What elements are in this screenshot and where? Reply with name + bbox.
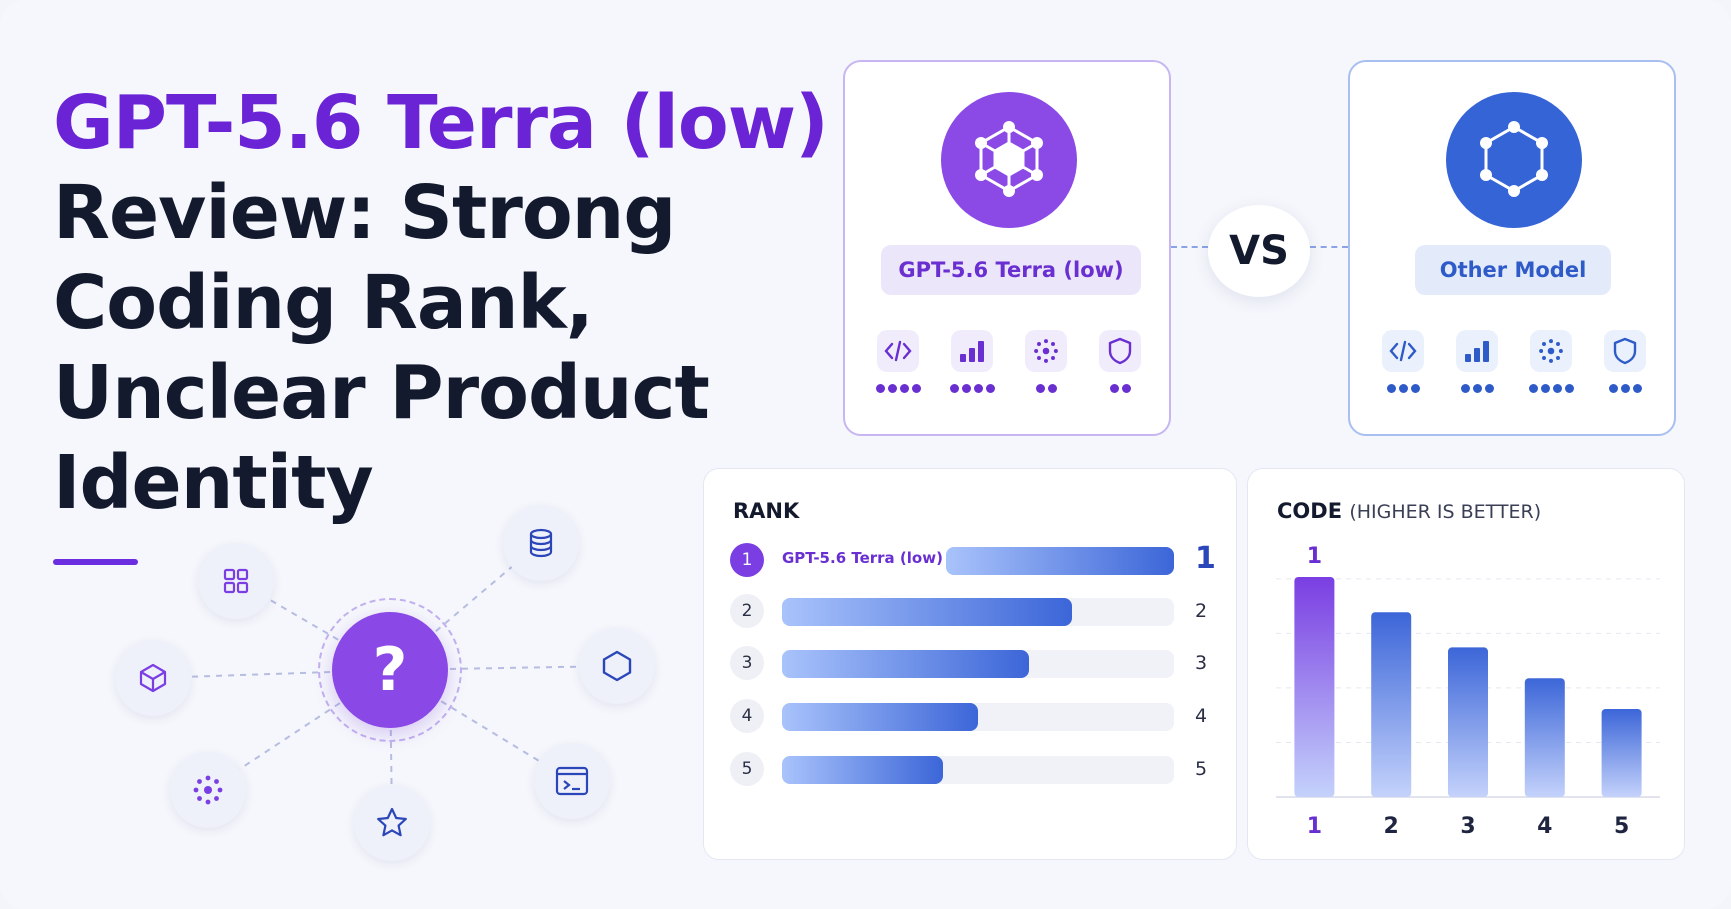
terminal-icon — [534, 743, 610, 819]
bar-top-label: 1 — [1307, 544, 1322, 569]
headline: GPT-5.6 Terra (low) Review: Strong Codin… — [53, 78, 833, 528]
headline-line-2: Coding Rank, — [53, 260, 594, 346]
code-chart-panel: CODE (HIGHER IS BETTER) 1 1 2 3 4 5 — [1247, 468, 1685, 860]
hub-connectors — [152, 542, 617, 821]
headline-model-name: GPT-5.6 Terra (low) — [53, 80, 829, 166]
code-bar — [1524, 678, 1565, 797]
headline-line-4: Identity — [53, 440, 374, 526]
code-bar — [1601, 709, 1642, 797]
vs-badge: VS — [1208, 205, 1310, 297]
network-icon — [1025, 330, 1067, 372]
rank-bar — [782, 650, 1029, 678]
rank-position: 5 — [730, 752, 764, 786]
model-network-icon — [1446, 92, 1582, 228]
code-chart-title-group: CODE (HIGHER IS BETTER) — [1277, 499, 1541, 523]
x-tick-label: 3 — [1460, 814, 1475, 839]
code-bar-chart: 1 1 2 3 4 5 — [1276, 544, 1660, 839]
rank-position: 4 — [730, 699, 764, 733]
metric-network — [1015, 330, 1077, 393]
cube-icon — [115, 640, 191, 716]
rank-panel: RANK 1 GPT-5.6 Terra (low) 1 2 2 3 3 4 4 5 5 — [703, 468, 1237, 860]
metric-safety — [1089, 330, 1151, 393]
model-metrics — [1372, 330, 1656, 393]
metric-dots — [1035, 384, 1057, 393]
network-icon — [170, 752, 246, 828]
rank-panel-title: RANK — [733, 499, 800, 523]
rank-position: 3 — [730, 646, 764, 680]
bar-chart-icon — [951, 330, 993, 372]
vs-connector-right — [1310, 246, 1348, 248]
rank-bar-track — [946, 547, 1174, 575]
database-icon — [503, 505, 579, 581]
x-tick-label: 1 — [1307, 814, 1322, 839]
hub-center-ring — [318, 598, 462, 742]
rank-bar-track — [782, 598, 1174, 626]
code-bar — [1294, 577, 1335, 797]
code-bar — [1448, 647, 1488, 797]
shield-icon — [1604, 330, 1646, 372]
rank-bar — [946, 547, 1174, 575]
rank-bar-track — [782, 756, 1174, 784]
rank-bar-track — [782, 650, 1174, 678]
x-tick-label: 2 — [1384, 814, 1399, 839]
rank-bar-track — [782, 703, 1174, 731]
metric-network — [1520, 330, 1582, 393]
bar-chart-icon — [1456, 330, 1498, 372]
metric-safety — [1594, 330, 1656, 393]
metric-code — [867, 330, 929, 393]
metric-dots — [1109, 384, 1131, 393]
metric-performance — [1446, 330, 1508, 393]
x-tick-label: 5 — [1614, 814, 1629, 839]
rank-value: 4 — [1195, 705, 1208, 727]
rank-value: 5 — [1195, 758, 1208, 780]
product-identity-hub: ? — [0, 0, 720, 909]
network-icon — [1530, 330, 1572, 372]
question-mark-icon: ? — [332, 612, 448, 728]
rank-value: 1 — [1195, 541, 1216, 576]
rank-bar — [782, 703, 978, 731]
metric-dots — [949, 384, 995, 393]
metric-performance — [941, 330, 1003, 393]
metric-dots — [875, 384, 921, 393]
rank-value: 3 — [1195, 652, 1208, 674]
model-name-pill: GPT-5.6 Terra (low) — [881, 245, 1141, 295]
metric-dots — [1460, 384, 1494, 393]
rank-model-label: GPT-5.6 Terra (low) — [782, 549, 943, 567]
metric-dots — [1386, 384, 1420, 393]
code-chart-subtitle: (HIGHER IS BETTER) — [1349, 501, 1542, 523]
headline-line-3: Unclear Product — [53, 350, 710, 436]
rank-row: 1 GPT-5.6 Terra (low) 1 — [730, 541, 1220, 577]
rank-bar — [782, 598, 1073, 626]
star-icon — [354, 785, 430, 861]
code-bar — [1371, 612, 1412, 797]
code-icon — [1382, 330, 1424, 372]
shield-icon — [1099, 330, 1141, 372]
headline-underline — [53, 559, 138, 565]
metric-dots — [1528, 384, 1574, 393]
grid-icon — [198, 543, 274, 619]
rank-position: 2 — [730, 594, 764, 628]
rank-bar — [782, 756, 943, 784]
headline-line-1: Review: Strong — [53, 170, 676, 256]
hexagon-icon — [579, 628, 655, 704]
x-tick-label: 4 — [1537, 814, 1552, 839]
model-name-pill: Other Model — [1415, 245, 1611, 295]
model-card-gpt: GPT-5.6 Terra (low) — [843, 60, 1171, 436]
code-icon — [877, 330, 919, 372]
code-chart-title: CODE — [1277, 499, 1343, 523]
metric-dots — [1608, 384, 1642, 393]
rank-value: 2 — [1195, 600, 1208, 622]
rank-position: 1 — [730, 543, 764, 577]
model-network-icon — [941, 92, 1077, 228]
metric-code — [1372, 330, 1434, 393]
model-card-other: Other Model — [1348, 60, 1676, 436]
vs-connector-left — [1171, 246, 1208, 248]
model-metrics — [867, 330, 1151, 393]
